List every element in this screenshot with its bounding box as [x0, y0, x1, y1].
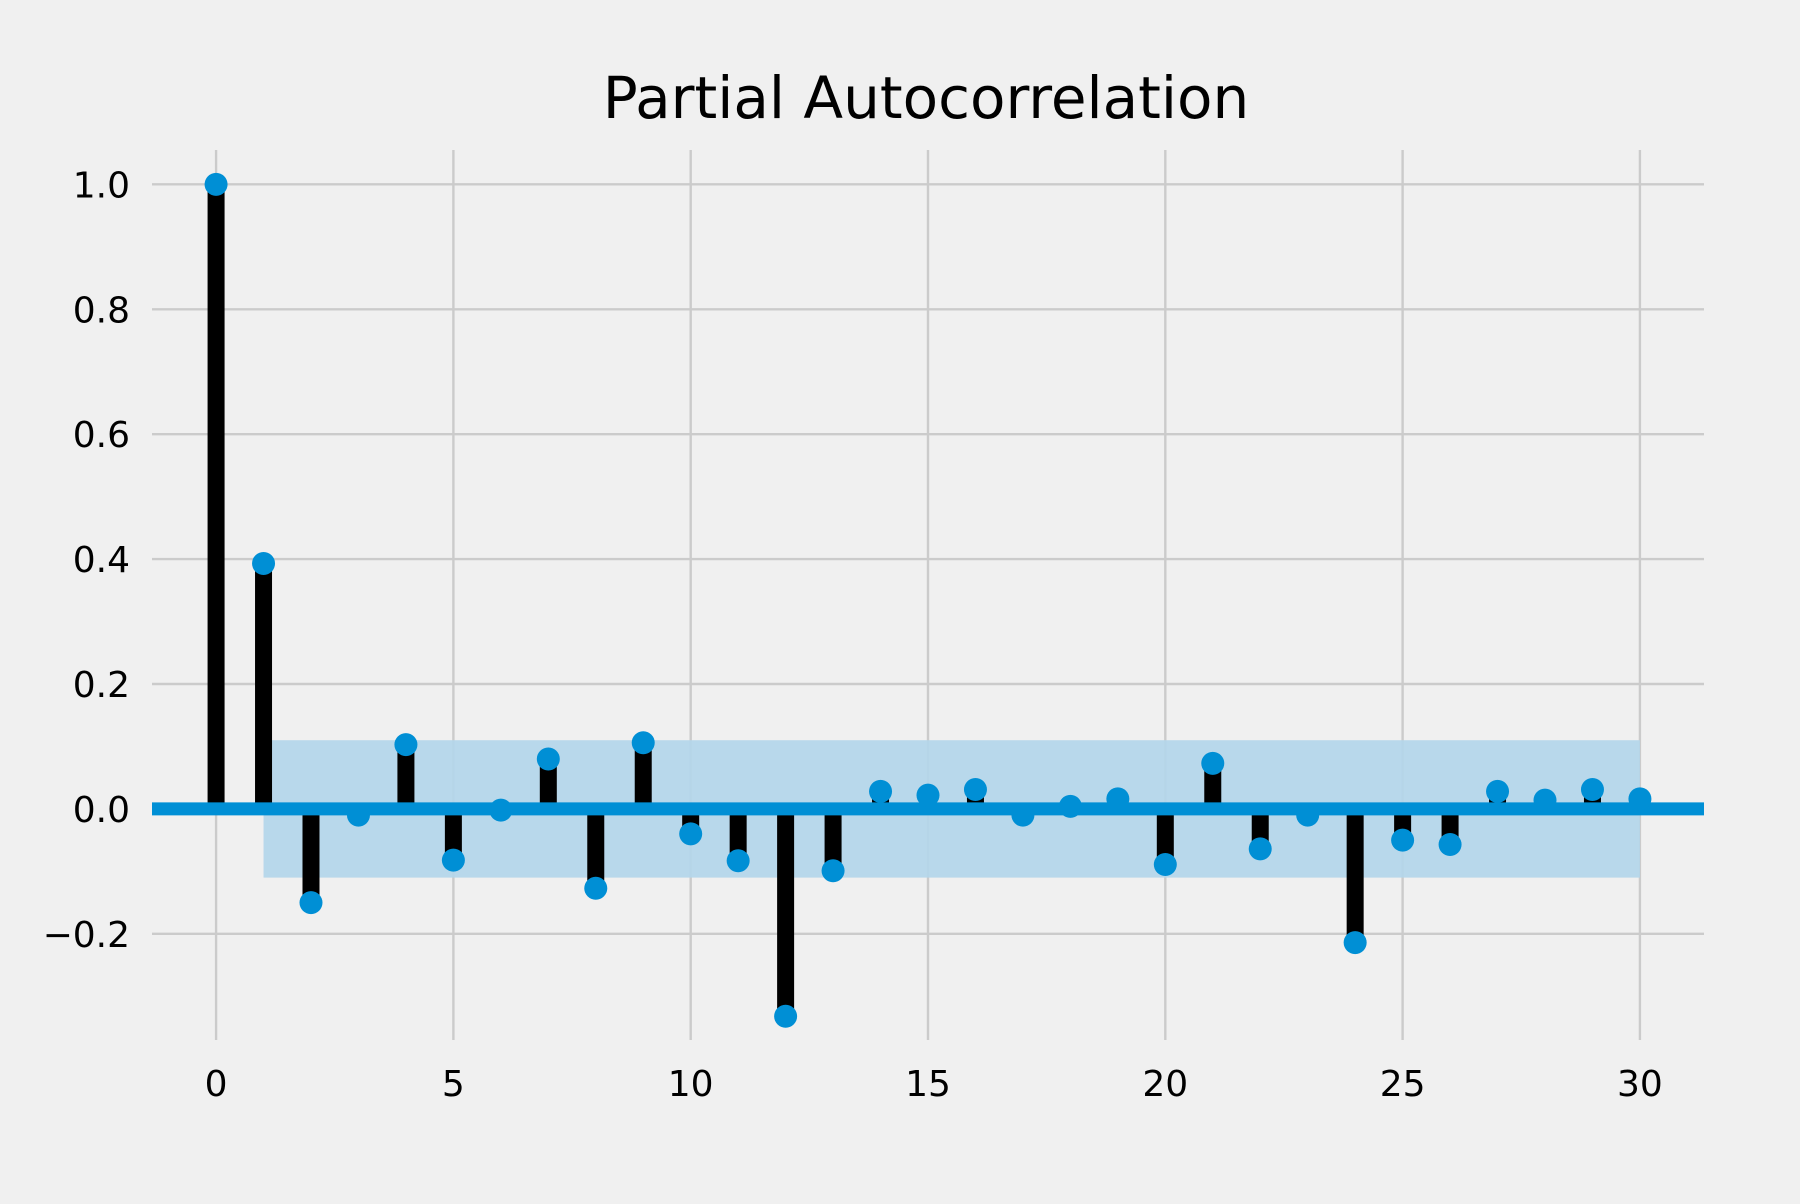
- stem-marker: [489, 798, 513, 822]
- y-tick-label: −0.2: [43, 915, 130, 956]
- stem-marker: [441, 848, 465, 872]
- stem-marker: [1486, 779, 1510, 803]
- stem-marker: [536, 747, 560, 771]
- stem-marker: [726, 849, 750, 873]
- stem-marker: [1106, 787, 1130, 811]
- stem-marker: [252, 551, 276, 575]
- y-tick-label: 0.6: [73, 415, 130, 456]
- y-tick-label: 1.0: [73, 165, 130, 206]
- stem-marker: [1628, 787, 1652, 811]
- x-tick-label: 20: [1142, 1064, 1188, 1105]
- stem-marker: [204, 172, 228, 196]
- stem-marker: [631, 731, 655, 755]
- stem-marker: [1391, 828, 1415, 852]
- stem-marker: [916, 783, 940, 807]
- stem-marker: [1296, 803, 1320, 827]
- stem-marker: [1011, 803, 1035, 827]
- stem-marker: [1201, 751, 1225, 775]
- x-tick-label: 15: [905, 1064, 951, 1105]
- stem-marker: [346, 803, 370, 827]
- x-tick-label: 0: [205, 1064, 228, 1105]
- stem-marker: [774, 1004, 798, 1028]
- stem-marker: [679, 822, 703, 846]
- stem-marker: [1580, 778, 1604, 802]
- stem-marker: [1438, 833, 1462, 857]
- y-tick-labels: −0.2 0.0 0.2 0.4 0.6 0.8 1.0: [43, 165, 130, 955]
- x-tick-label: 25: [1380, 1064, 1426, 1105]
- stem-marker: [869, 779, 893, 803]
- stem-marker: [1248, 837, 1272, 861]
- x-tick-label: 10: [668, 1064, 714, 1105]
- grid-layer: [152, 150, 1704, 1040]
- stem-marker: [584, 876, 608, 900]
- stem-marker: [1058, 794, 1082, 818]
- stem-marker: [1533, 788, 1557, 812]
- stem-marker: [821, 859, 845, 883]
- y-tick-label: 0.2: [73, 665, 130, 706]
- x-tick-labels: 0 5 10 15 20 25 30: [205, 1064, 1663, 1105]
- x-tick-label: 30: [1617, 1064, 1663, 1105]
- chart-title: Partial Autocorrelation: [603, 64, 1250, 132]
- marker-layer: [204, 172, 1652, 1028]
- x-tick-label: 5: [442, 1064, 465, 1105]
- stem-marker: [1343, 931, 1367, 955]
- y-tick-label: 0.0: [73, 790, 130, 831]
- y-tick-label: 0.8: [73, 290, 130, 331]
- stem-marker: [299, 891, 323, 915]
- stem-marker: [394, 733, 418, 757]
- stem-marker: [1153, 852, 1177, 876]
- y-tick-label: 0.4: [73, 540, 130, 581]
- stem-marker: [963, 778, 987, 802]
